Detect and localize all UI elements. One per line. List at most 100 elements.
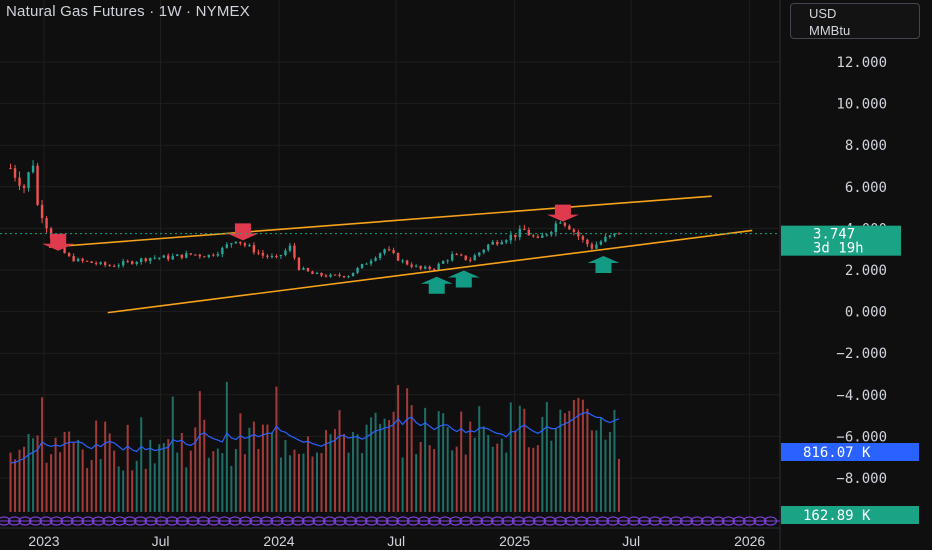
candle-body [487,244,490,250]
candle-body [103,262,107,266]
volume-bar [325,430,327,512]
volume-bar [581,399,584,512]
volume-bar [442,413,445,512]
volume-bar [451,450,454,512]
volume-bar [577,397,580,512]
candle-body [230,243,233,245]
volume-bar [545,401,548,512]
candle-body [149,257,152,262]
time-axis[interactable]: 2023 Jul 2024 Jul 2025 Jul 2026 [28,533,765,549]
candle-body [410,264,413,267]
candle-body [523,228,526,230]
volume-bar [604,439,607,512]
volume-bar [536,445,539,512]
volume-bar [469,421,472,512]
volume-bar [379,423,382,512]
candle-body [586,239,589,245]
volume-bar [248,427,251,512]
candle-body [441,261,445,264]
volume-bar [446,427,449,512]
chart-grid [0,0,781,550]
volume-bar [586,408,589,512]
volume-bar [424,407,427,512]
volume-bar [221,453,224,512]
volume-bar [284,439,287,512]
candle-body [559,222,562,224]
volume-bar [455,446,458,512]
volume-bar [194,427,197,512]
candle-body [212,254,215,256]
volume-bar [86,468,89,512]
volume-bar [559,409,562,512]
volume-bar [315,452,318,512]
volume-bar [437,411,440,512]
volume-bar [297,453,300,512]
volume-bar [532,447,535,512]
candle-body [527,229,531,236]
volume-bar [176,452,179,512]
support-arrow [447,270,480,288]
volume-bar [180,433,183,512]
candle-body [450,254,454,261]
volume-bar [131,470,134,512]
candle-body [617,233,621,235]
volume-moving-average [10,411,620,464]
candle-body [306,268,310,272]
volume-bar [203,419,206,512]
volume-bar [509,402,512,512]
signal-arrows[interactable] [42,204,620,294]
candle-body [131,261,134,264]
bottom-indicator-strip [0,516,780,526]
support-arrow [420,276,453,294]
candle-body [158,257,161,259]
volume-bar [415,454,418,512]
candle-body [608,235,612,237]
candle-body [288,245,292,251]
candle-body [428,266,431,269]
time-axis-label: 2024 [263,533,294,549]
volume-bar [572,400,575,512]
candle-body [266,255,269,257]
volume-bar [608,431,611,512]
volume-bar [617,458,620,512]
candle-body [473,255,476,261]
volume-bar [473,437,476,512]
volume-bar [158,444,161,512]
price-axis-label: 8.000 [845,138,887,154]
candle-body [117,265,120,267]
candle-body [572,229,576,232]
unit-selector[interactable]: USD MMBtu [790,3,920,39]
candle-body [207,254,211,258]
volume-bar [343,433,346,512]
volume-bar [478,406,481,512]
time-axis-label: 2025 [499,533,530,549]
candle-body [599,241,603,245]
volume-bar [99,459,102,512]
candle-body [40,204,44,219]
volume-bar [9,452,12,512]
candle-body [581,236,585,240]
trendlines[interactable] [49,195,753,314]
candle-body [153,257,156,259]
candle-body [324,275,328,277]
volume-bar [275,386,278,512]
candle-body [18,177,21,186]
candle-body [189,253,192,255]
volume-bar [59,452,62,512]
price-axis[interactable]: 12.00010.0008.0006.0004.0002.0000.000−2.… [836,55,887,487]
candle-body [554,223,558,232]
volume-bar [388,420,391,512]
candle-body [279,255,283,257]
volume-bar [383,418,386,512]
volume-bar [140,417,143,512]
candle-body [369,260,373,264]
candle-body [338,274,341,277]
volume-bar [370,417,373,512]
volume-bar [117,466,120,512]
candle-body [36,165,39,205]
candle-body [85,260,89,262]
volume-bar [36,435,39,512]
candle-body [437,263,440,270]
candle-body [365,263,368,265]
